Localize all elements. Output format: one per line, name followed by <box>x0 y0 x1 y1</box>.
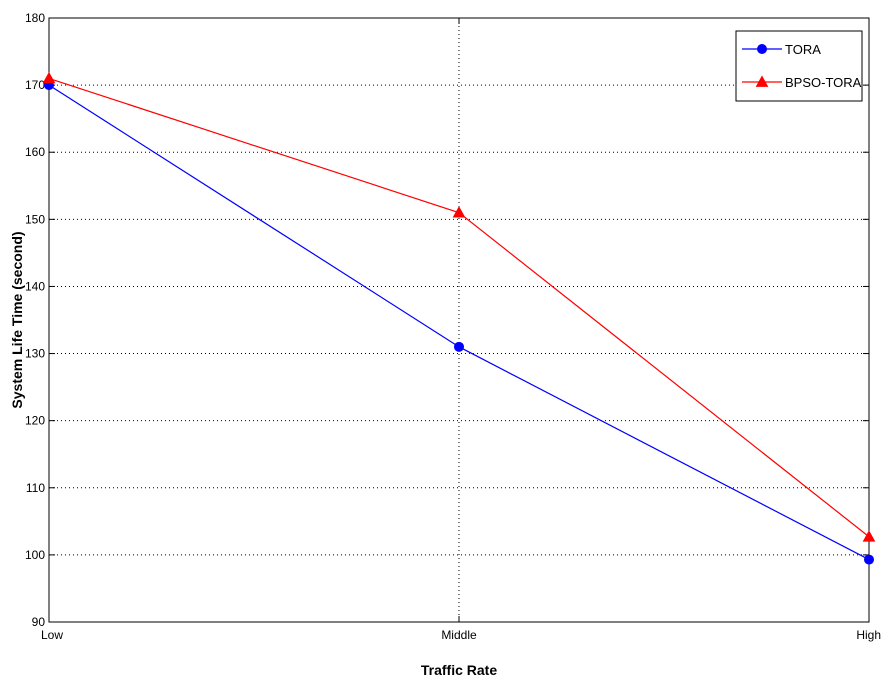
plot-area <box>48 17 870 623</box>
y-axis-label: System Life Time (second) <box>9 231 25 408</box>
y-tick-label: 170 <box>25 78 45 92</box>
legend-marker-bpso-tora <box>755 75 769 87</box>
y-tick-label: 150 <box>25 212 45 226</box>
x-tick-label: Low <box>41 628 63 642</box>
grid-lines <box>49 18 869 622</box>
legend: TORA BPSO-TORA <box>735 30 863 102</box>
y-tick-label: 120 <box>25 414 45 428</box>
y-tick-label: 110 <box>26 481 45 495</box>
data-point-bpso-tora <box>42 71 56 84</box>
x-tick-label: High <box>856 628 881 642</box>
data-point-bpso-tora <box>452 206 466 218</box>
x-tick-label: Middle <box>441 628 477 642</box>
legend-label-tora: TORA <box>785 42 821 57</box>
legend-marker-tora <box>757 44 767 54</box>
x-axis-label: Traffic Rate <box>421 662 497 678</box>
data-point-tora <box>454 341 464 352</box>
series-layer <box>42 71 876 565</box>
legend-label-bpso-tora: BPSO-TORA <box>785 75 862 90</box>
y-tick-label: 160 <box>25 145 45 159</box>
y-tick-label: 100 <box>25 548 45 562</box>
x-axis-ticks: Low Middle High <box>41 18 881 642</box>
y-tick-label: 130 <box>25 347 45 361</box>
y-tick-label: 140 <box>25 279 45 293</box>
y-tick-label: 180 <box>25 11 45 25</box>
y-axis-ticks: 90 100 110 120 130 140 150 160 170 180 <box>25 11 869 629</box>
data-point-bpso-tora <box>862 530 876 542</box>
data-point-tora <box>864 554 874 565</box>
legend-box <box>735 30 863 102</box>
y-tick-label: 90 <box>32 615 46 629</box>
